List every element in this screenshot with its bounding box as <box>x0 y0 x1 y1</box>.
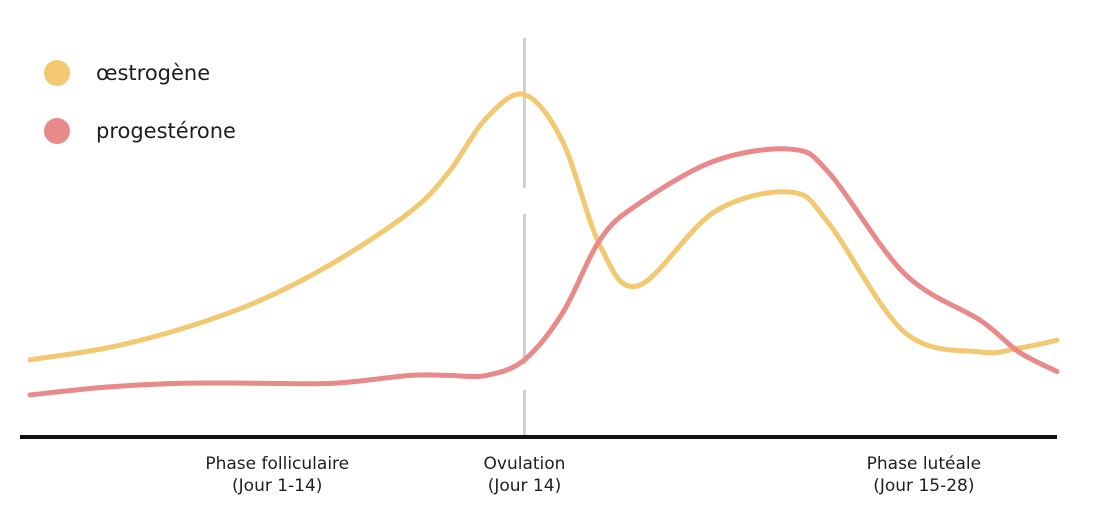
category-label-luteal: Phase lutéale (Jour 15-28) <box>804 453 1044 497</box>
category-label-ovulation-line2: (Jour 14) <box>487 476 562 496</box>
category-label-follicular-line2: (Jour 1-14) <box>232 476 323 496</box>
category-label-ovulation-line1: Ovulation <box>483 454 566 474</box>
category-label-luteal-line1: Phase lutéale <box>866 454 982 474</box>
legend-label-estrogen: œstrogène <box>96 61 211 85</box>
estrogen-dot-icon <box>44 60 70 86</box>
category-label-ovulation: Ovulation (Jour 14) <box>404 453 644 497</box>
legend-label-progesterone: progestérone <box>96 119 236 143</box>
legend: œstrogène progestérone <box>44 44 236 160</box>
category-label-follicular-line1: Phase folliculaire <box>205 454 350 474</box>
category-label-follicular: Phase folliculaire (Jour 1-14) <box>157 453 397 497</box>
category-label-luteal-line2: (Jour 15-28) <box>873 476 975 496</box>
legend-item-progesterone: progestérone <box>44 102 236 160</box>
progesterone-dot-icon <box>44 118 70 144</box>
series-line-estrogen <box>27 91 1060 363</box>
legend-item-estrogen: œstrogène <box>44 44 236 102</box>
series-line-progesterone <box>27 146 1060 398</box>
